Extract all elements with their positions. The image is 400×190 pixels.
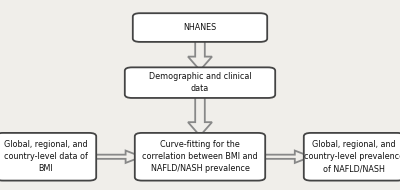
FancyBboxPatch shape <box>133 13 267 42</box>
Text: Global, regional, and
country-level prevalence
of NAFLD/NASH: Global, regional, and country-level prev… <box>304 140 400 173</box>
Text: Demographic and clinical
data: Demographic and clinical data <box>149 72 251 93</box>
Polygon shape <box>188 39 212 70</box>
FancyBboxPatch shape <box>135 133 265 180</box>
Text: NHANES: NHANES <box>183 23 217 32</box>
Text: Curve-fitting for the
correlation between BMI and
NAFLD/NASH prevalence: Curve-fitting for the correlation betwee… <box>142 140 258 173</box>
FancyBboxPatch shape <box>304 133 400 180</box>
Text: Global, regional, and
country-level data of
BMI: Global, regional, and country-level data… <box>4 140 88 173</box>
FancyBboxPatch shape <box>125 67 275 98</box>
Polygon shape <box>188 95 212 136</box>
FancyBboxPatch shape <box>0 133 96 180</box>
Polygon shape <box>89 150 142 163</box>
Polygon shape <box>258 150 311 163</box>
